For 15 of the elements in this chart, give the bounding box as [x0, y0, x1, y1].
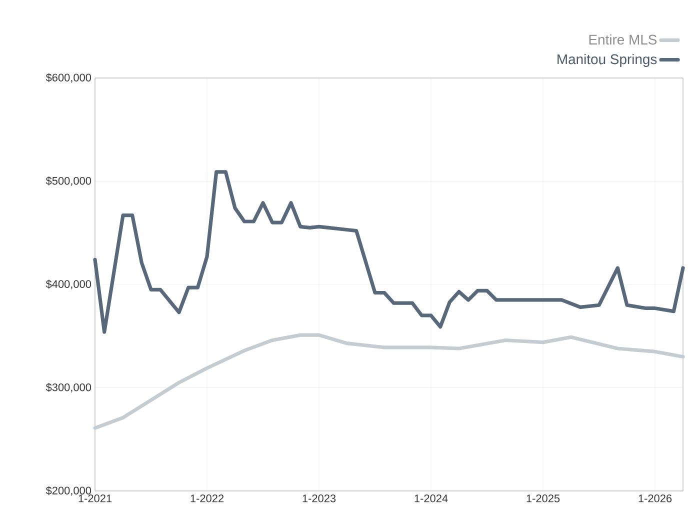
- y-tick-label: $300,000: [46, 382, 92, 392]
- y-tick-label: $600,000: [46, 73, 92, 83]
- y-tick-label: $400,000: [46, 280, 92, 290]
- x-tick-label: 1-2025: [526, 494, 560, 502]
- x-tick-label: 1-2021: [78, 494, 112, 502]
- legend-label: Entire MLS: [589, 34, 657, 45]
- legend-label: Manitou Springs: [558, 54, 657, 67]
- x-tick-label: 1-2026: [638, 494, 672, 502]
- x-tick-label: 1-2023: [302, 494, 336, 502]
- x-tick-label: 1-2024: [414, 494, 448, 502]
- x-tick-label: 1-2022: [190, 494, 224, 502]
- y-tick-label: $200,000: [46, 486, 92, 496]
- line-series: [93, 170, 685, 334]
- line-series: [93, 333, 685, 430]
- y-tick-label: $500,000: [46, 176, 92, 186]
